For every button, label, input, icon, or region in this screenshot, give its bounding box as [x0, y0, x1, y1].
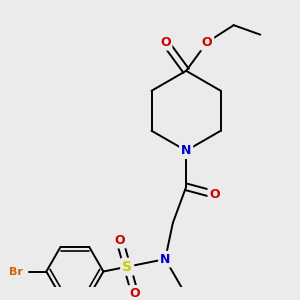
Text: Br: Br [9, 266, 23, 277]
Text: O: O [130, 287, 140, 300]
Text: O: O [160, 36, 170, 49]
Text: N: N [181, 144, 191, 157]
Text: N: N [160, 253, 170, 266]
Text: O: O [209, 188, 220, 201]
Text: O: O [202, 36, 212, 49]
Text: O: O [114, 234, 125, 247]
Text: S: S [122, 260, 132, 274]
